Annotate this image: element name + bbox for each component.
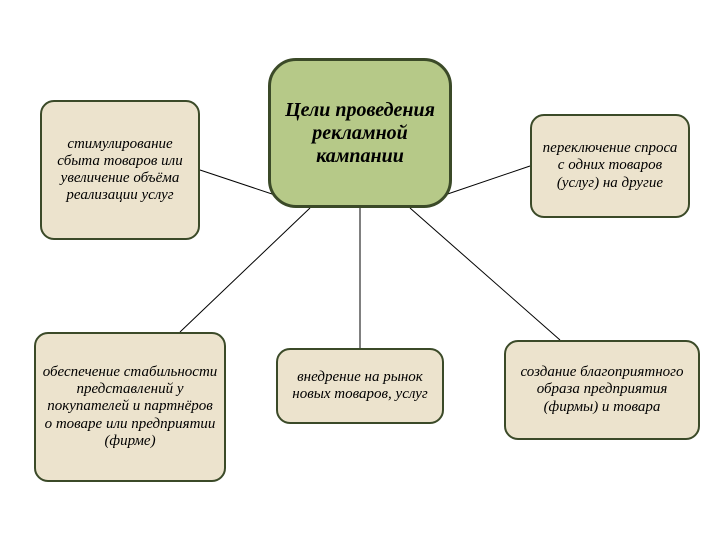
child-node-1: стимулирование сбыта товаров или увеличе…	[40, 100, 200, 240]
child-node-3: обеспечение стабильности представлений у…	[34, 332, 226, 482]
child-node-2: переключение спроса с одних товаров (усл…	[530, 114, 690, 218]
diagram-canvas: Цели проведения рекламной кампании стиму…	[0, 0, 720, 540]
central-node: Цели проведения рекламной кампании	[268, 58, 452, 208]
child-node-4: внедрение на рынок новых товаров, услуг	[276, 348, 444, 424]
child-node-5: создание благоприятного образа предприят…	[504, 340, 700, 440]
